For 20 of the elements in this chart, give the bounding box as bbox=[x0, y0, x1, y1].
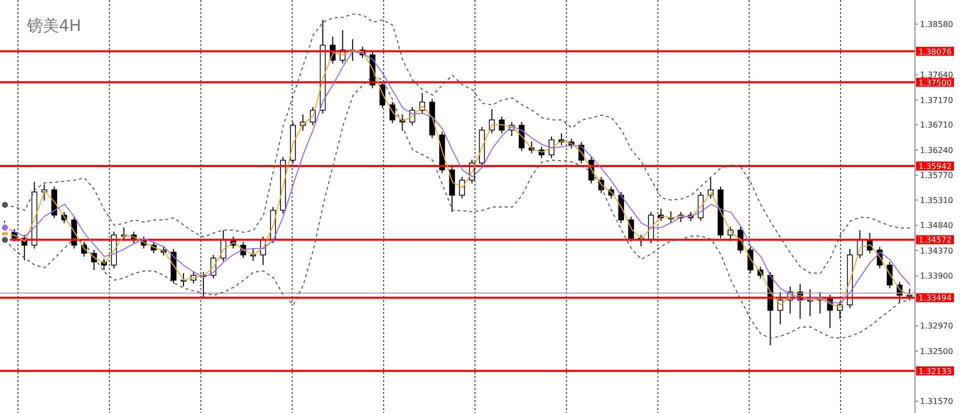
y-tick-label: 1.32970 bbox=[920, 322, 954, 331]
y-tick-label: 1.32500 bbox=[920, 347, 954, 356]
y-tick-label: 1.36710 bbox=[920, 120, 954, 130]
y-tick-label: 1.34370 bbox=[920, 246, 954, 256]
y-tick-label: 1.36240 bbox=[920, 146, 954, 155]
y-tick-label: 1.34840 bbox=[920, 221, 954, 230]
ref-line-label: 1.35942 bbox=[918, 162, 952, 172]
ref-line-label: 1.33494 bbox=[918, 294, 952, 303]
ref-line-label: 1.37500 bbox=[918, 78, 952, 88]
text: 镑美4H bbox=[27, 16, 82, 37]
y-tick-label: 1.35770 bbox=[920, 171, 954, 180]
y-tick-label: 1.31570 bbox=[920, 397, 954, 406]
y-tick-label: 1.37170 bbox=[920, 96, 954, 105]
y-tick-label: 1.35310 bbox=[920, 196, 954, 205]
y-tick-label: 1.33900 bbox=[920, 272, 954, 281]
ref-line-label: 1.32133 bbox=[918, 366, 952, 376]
ref-line-label: 1.38076 bbox=[918, 47, 952, 56]
y-tick-label: 1.37640 bbox=[920, 70, 954, 80]
y-tick-label: 1.38580 bbox=[920, 20, 954, 30]
ref-line-label: 1.34572 bbox=[918, 236, 952, 245]
